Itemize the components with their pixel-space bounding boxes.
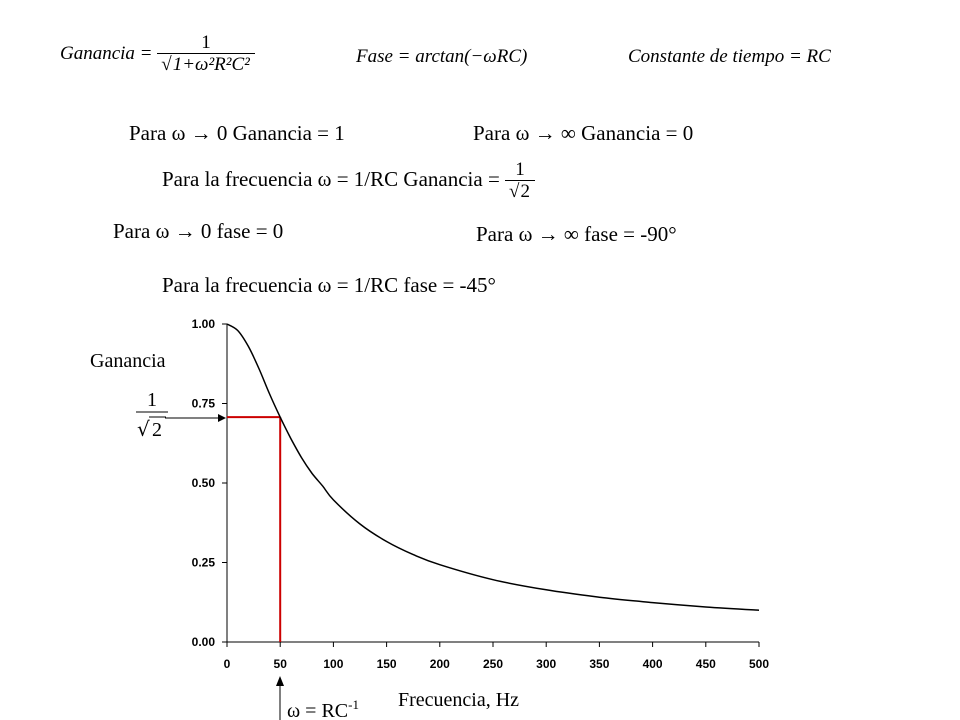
x-tick-label: 250 — [483, 657, 503, 671]
ticks: 0.00 0.25 0.50 0.75 1.00 0 50 100 150 200 250 300 35… — [192, 317, 770, 671]
y-marker-arrowhead — [218, 414, 226, 422]
y-tick-label: 0.25 — [192, 556, 216, 570]
x-tick-label: 50 — [274, 657, 288, 671]
phase-formula-lhs: Fase = arctan — [356, 46, 465, 67]
gain-formula-fraction: 1 √1+ω²R²C² — [157, 33, 255, 76]
gain-formula-lhs: Ganancia = — [60, 42, 153, 64]
y-tick-label: 0.50 — [192, 476, 216, 490]
gain-cutoff-denominator: √2 — [505, 179, 535, 203]
y-marker-numerator: 1 — [147, 389, 157, 411]
gain-formula-denominator: √1+ω²R²C² — [157, 52, 255, 76]
time-constant-formula: Constante de tiempo = RC — [628, 46, 831, 67]
x-tick-label: 200 — [430, 657, 450, 671]
sqrt-symbol: √2 — [509, 179, 531, 202]
phase-formula: Fase = arctan(−ωRC) — [356, 46, 527, 68]
gain-formula-den-one: 1+ — [172, 53, 196, 75]
gain-chart: 0.00 0.25 0.50 0.75 1.00 0 50 100 150 200 250 300 35… — [90, 317, 770, 720]
y-axis-label: Ganancia — [90, 350, 166, 372]
gain-curve — [226, 323, 760, 611]
gain-cutoff-text: Para la frecuencia ω = 1/RC Ganancia = — [162, 167, 500, 192]
x-tick-label: 100 — [323, 657, 343, 671]
gain-cutoff-fraction: 1 √2 — [505, 160, 535, 203]
gain-formula: Ganancia = 1 √1+ω²R²C² — [60, 33, 255, 76]
y-marker-sqrt-icon: √ — [137, 417, 150, 441]
x-tick-label: 450 — [696, 657, 716, 671]
phase-low-statement: Para ω → 0 fase = 0 — [113, 219, 284, 243]
x-tick-label: 400 — [643, 657, 663, 671]
gain-low-statement: Para ω → 0 Ganancia = 1 — [129, 121, 345, 145]
axes — [226, 324, 759, 643]
x-tick-label: 500 — [749, 657, 769, 671]
y-tick-label: 0.00 — [192, 635, 216, 649]
y-marker-denominator: 2 — [152, 419, 162, 441]
x-marker-sup: -1 — [348, 697, 359, 712]
gain-high-statement: Para ω → ∞ Ganancia = 0 — [473, 121, 694, 145]
gain-cutoff-numerator: 1 — [515, 159, 525, 180]
sqrt-symbol: √1+ω²R²C² — [161, 52, 251, 75]
phase-high-statement: Para ω → ∞ fase = -90° — [476, 222, 677, 246]
gain-formula-numerator: 1 — [201, 32, 211, 53]
x-tick-label: 0 — [224, 657, 231, 671]
gain-cutoff-statement: Para la frecuencia ω = 1/RC Ganancia = 1… — [162, 160, 535, 203]
x-tick-label: 150 — [377, 657, 397, 671]
y-tick-label: 0.75 — [192, 397, 216, 411]
x-axis-label: Frecuencia, Hz — [398, 689, 519, 711]
y-tick-label: 1.00 — [192, 317, 216, 331]
gain-formula-den-terms: ω²R²C² — [195, 53, 250, 75]
curve-layer — [226, 323, 760, 611]
phase-formula-arg: (−ωRC) — [464, 46, 528, 67]
cutoff-markers — [227, 416, 282, 642]
phase-cutoff-statement: Para la frecuencia ω = 1/RC fase = -45° — [162, 273, 496, 297]
x-marker-label: ω = RC-1 — [287, 697, 359, 720]
x-tick-label: 350 — [589, 657, 609, 671]
x-marker-main: ω = RC — [287, 700, 348, 720]
x-marker-arrowhead — [276, 676, 284, 686]
x-tick-label: 300 — [536, 657, 556, 671]
